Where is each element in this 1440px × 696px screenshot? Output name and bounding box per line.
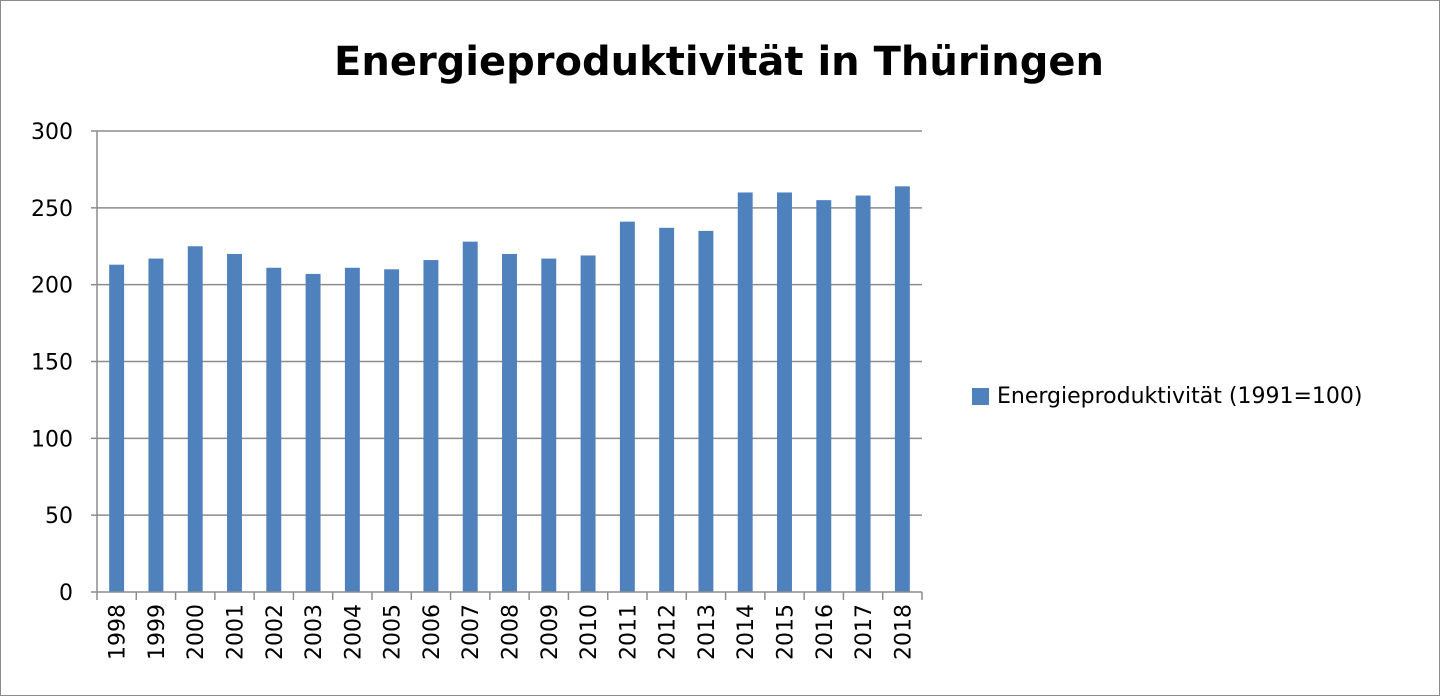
bar-2016 <box>816 200 832 592</box>
x-tick-label: 2016 <box>813 604 838 660</box>
bar-2014 <box>737 192 753 592</box>
x-tick-label: 2005 <box>381 604 406 660</box>
bar-2017 <box>855 195 871 593</box>
y-tick-label: 300 <box>31 120 73 145</box>
x-tick-label: 2011 <box>616 604 641 660</box>
bar-2001 <box>227 253 242 592</box>
bar-2008 <box>502 253 517 592</box>
x-tick-label: 2002 <box>263 604 288 660</box>
x-tick-label: 2012 <box>656 604 681 660</box>
x-tick-label: 2003 <box>302 604 327 660</box>
axes <box>91 130 923 600</box>
bar-2009 <box>541 258 557 592</box>
x-tick-label: 2013 <box>695 604 720 660</box>
x-tick-label: 1999 <box>145 604 170 660</box>
legend-swatch <box>972 388 989 405</box>
x-tick-label: 2008 <box>499 604 524 660</box>
bar-2002 <box>266 267 282 592</box>
x-tick-label: 2007 <box>459 604 484 660</box>
x-tick-label: 2017 <box>852 604 877 660</box>
y-tick-label: 100 <box>31 427 73 452</box>
bar-2018 <box>894 186 910 592</box>
y-tick-label: 250 <box>31 197 73 222</box>
bar-2003 <box>305 273 321 592</box>
x-tick-label: 2004 <box>341 604 366 660</box>
bar-2004 <box>344 267 360 592</box>
y-tick-label: 0 <box>59 581 73 606</box>
bar-2006 <box>423 260 439 592</box>
x-tick-label: 2000 <box>184 604 209 660</box>
bar-2010 <box>580 255 596 592</box>
x-tick-label: 2018 <box>891 604 916 660</box>
x-tick-labels: 1998 1999 2000 2001 2002 2003 2004 2005 2006 2007… <box>106 604 917 660</box>
chart-title: Energieproduktivität in Thüringen <box>334 39 1104 85</box>
x-tick-label: 2015 <box>774 604 799 660</box>
bars <box>109 186 910 593</box>
bar-2005 <box>384 269 400 592</box>
y-tick-label: 50 <box>45 504 73 529</box>
y-tick-labels: 0 50 100 150 200 250 300 <box>31 120 73 606</box>
x-tick-label: 2001 <box>224 604 249 660</box>
x-tick-label: 2014 <box>734 604 759 660</box>
legend-label: Energieproduktivität (1991=100) <box>997 384 1363 409</box>
x-tick-label: 2009 <box>538 604 563 660</box>
bar-1999 <box>148 258 164 592</box>
bar-2011 <box>619 221 635 592</box>
x-tick-label: 2010 <box>577 604 602 660</box>
x-tick-label: 2006 <box>420 604 445 660</box>
y-tick-label: 200 <box>31 274 73 299</box>
bar-2000 <box>187 246 203 592</box>
bar-2007 <box>462 241 478 592</box>
bar-1998 <box>109 264 125 592</box>
bar-2012 <box>659 227 675 592</box>
bar-2015 <box>777 192 792 592</box>
legend: Energieproduktivität (1991=100) <box>972 384 1362 409</box>
x-tick-label: 1998 <box>106 604 131 660</box>
bar-2013 <box>698 230 714 592</box>
y-tick-label: 150 <box>31 351 73 376</box>
